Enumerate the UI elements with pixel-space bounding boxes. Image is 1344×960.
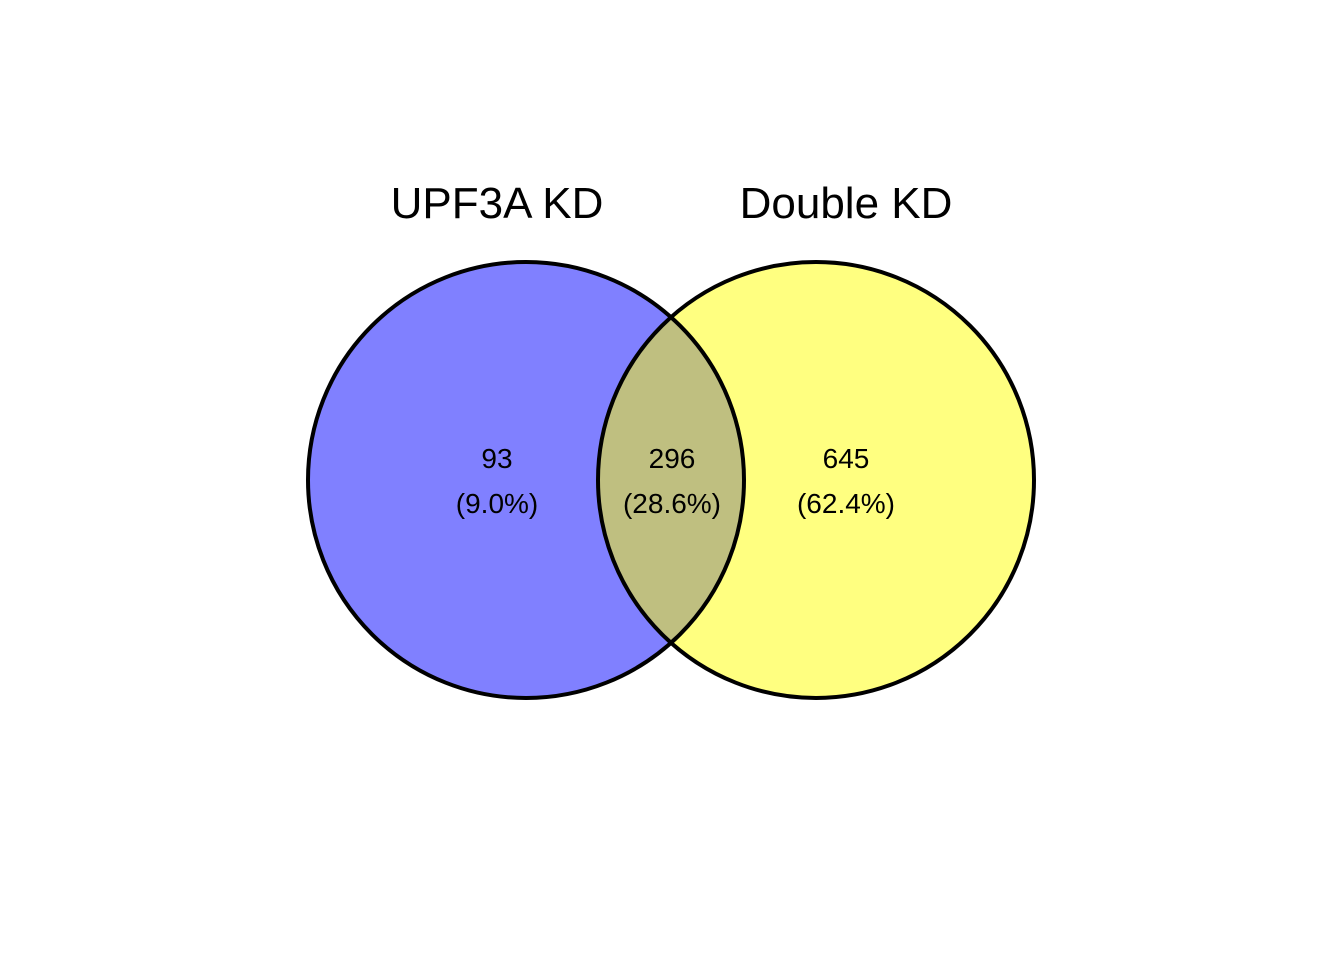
right-only-percent: (62.4%) — [797, 488, 895, 519]
overlap-region — [598, 262, 744, 698]
set-outline-upf3a-kd — [306, 260, 746, 700]
left-only-count: 93 — [481, 443, 512, 474]
set-label-upf3a-kd: UPF3A KD — [391, 179, 604, 228]
set-outline-double-kd — [596, 260, 1036, 700]
overlap-count: 296 — [649, 443, 696, 474]
overlap-percent: (28.6%) — [623, 488, 721, 519]
left-only-percent: (9.0%) — [456, 488, 538, 519]
set-label-double-kd: Double KD — [740, 179, 953, 228]
right-only-count: 645 — [823, 443, 870, 474]
